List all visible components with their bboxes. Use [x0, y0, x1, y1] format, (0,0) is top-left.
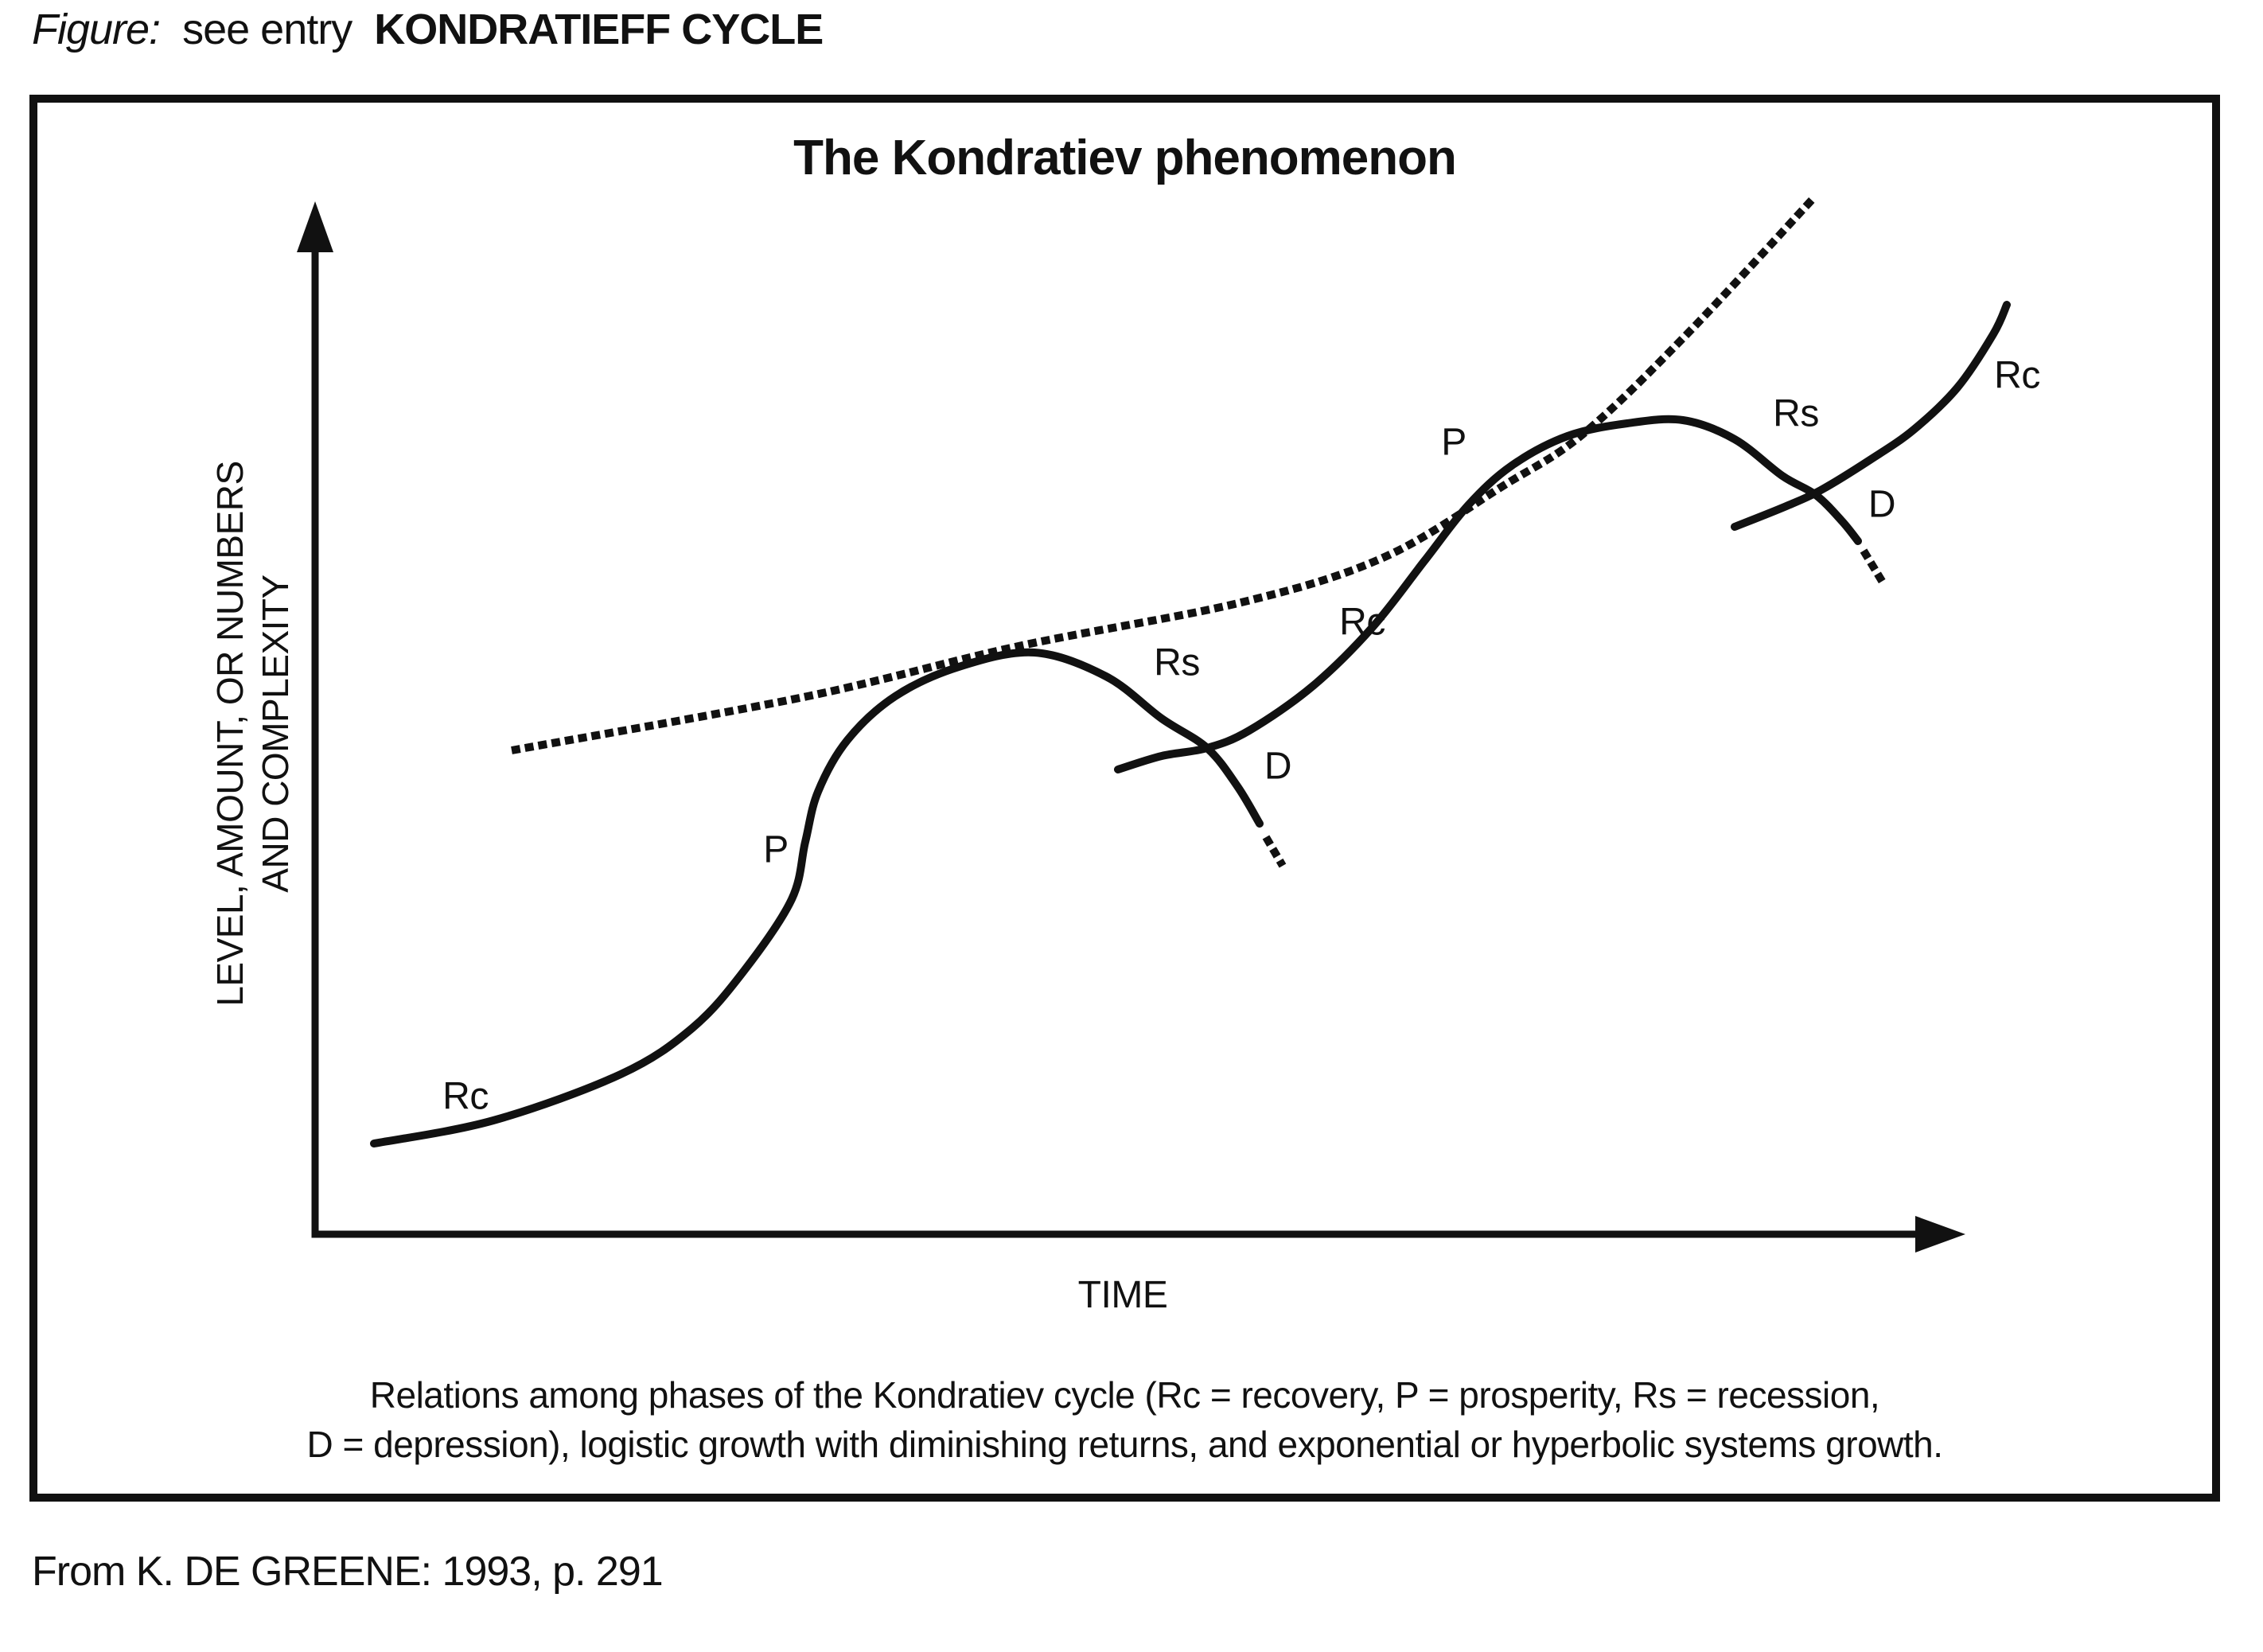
- exponential-systems-growth-curve: [511, 194, 1817, 754]
- x-axis-arrowhead-icon: [1915, 1216, 1965, 1253]
- phase-label-rc-8: Rc: [1994, 354, 2040, 397]
- cycle-2-depression-tail-curve: [1860, 548, 1888, 587]
- figure-frame: [29, 95, 2220, 1502]
- phase-label-rc-0: Rc: [442, 1075, 489, 1118]
- chart-caption-line1: Relations among phases of the Kondratiev…: [369, 1374, 1880, 1416]
- phase-label-d-3: D: [1264, 745, 1292, 788]
- phase-label-d-7: D: [1868, 483, 1896, 526]
- figure-ref-entry: KONDRATIEFF CYCLE: [374, 6, 824, 53]
- axes: [297, 201, 1965, 1253]
- phase-label-rs-2: Rs: [1154, 641, 1200, 684]
- y-axis-label-line2: AND COMPLEXITY: [255, 575, 296, 893]
- y-axis-label: LEVEL, AMOUNT, OR NUMBERS AND COMPLEXITY: [208, 461, 298, 1006]
- curves: [370, 194, 2011, 1147]
- y-axis-arrowhead-icon: [297, 201, 333, 252]
- chart-title: The Kondratiev phenomenon: [793, 131, 1457, 185]
- phase-label-rs-6: Rs: [1773, 392, 1819, 435]
- x-axis-label: TIME: [1077, 1274, 1168, 1316]
- axis-lines: [311, 248, 1919, 1238]
- figure-ref-link-text: see entry: [182, 6, 352, 53]
- figure-ref-prefix: Figure:: [32, 6, 161, 53]
- cycle-3-recovery-curve: [1731, 301, 2011, 531]
- cycle-1-logistic-curve: [370, 648, 1264, 1147]
- chart-caption-line2: D = depression), logistic growth with di…: [306, 1424, 1943, 1465]
- phase-label-p-1: P: [763, 828, 789, 871]
- cycle-1-depression-tail-curve: [1262, 835, 1287, 868]
- figure-reference-line: Figure: see entry KONDRATIEFF CYCLE: [32, 5, 824, 54]
- source-note: From K. DE GREENE: 1993, p. 291: [32, 1549, 664, 1595]
- phase-label-p-5: P: [1441, 421, 1466, 464]
- phase-label-rc-4: Rc: [1339, 601, 1385, 644]
- y-axis-label-line1: LEVEL, AMOUNT, OR NUMBERS: [209, 461, 251, 1007]
- chart-caption: Relations among phases of the Kondratiev…: [29, 1370, 2220, 1469]
- cycle-2-logistic-curve: [1114, 415, 1862, 773]
